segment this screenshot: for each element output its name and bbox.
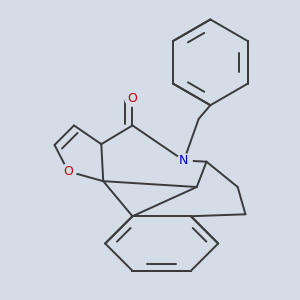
Text: N: N bbox=[179, 154, 189, 167]
Text: O: O bbox=[128, 92, 137, 105]
Text: O: O bbox=[63, 165, 73, 178]
